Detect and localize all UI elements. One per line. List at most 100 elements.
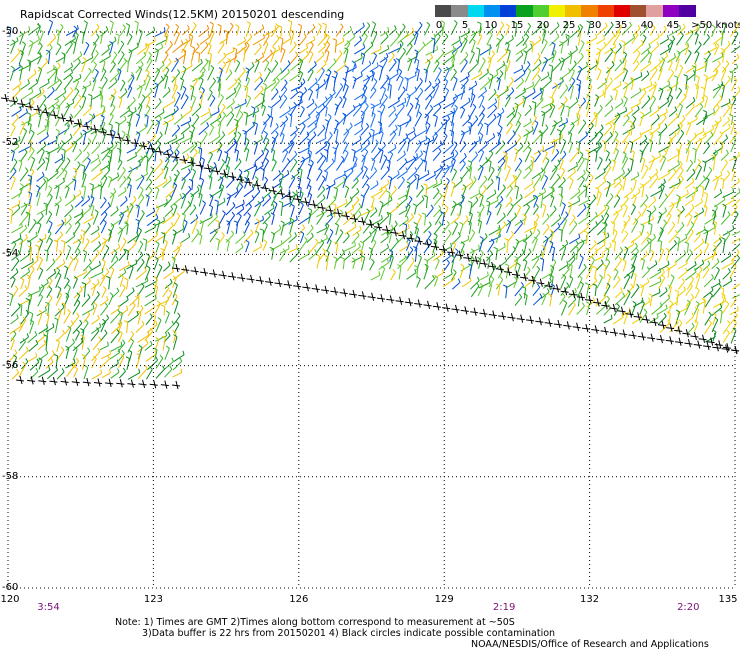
wind-barb	[371, 55, 378, 65]
wind-barb	[100, 305, 108, 316]
wind-barb-feather	[611, 61, 615, 66]
wind-barb-feather	[155, 241, 160, 245]
wind-barb-feather	[727, 75, 731, 80]
wind-barb-feather	[461, 84, 466, 88]
wind-barb-feather	[26, 274, 31, 278]
wind-barb	[135, 22, 139, 36]
wind-barb-feather	[99, 90, 102, 95]
wind-barb	[290, 61, 302, 71]
wind-barb	[514, 258, 519, 271]
wind-barb-feather	[352, 76, 357, 80]
wind-barb	[450, 22, 458, 36]
wind-barb-feather	[255, 230, 260, 234]
wind-barb-feather	[37, 23, 41, 27]
wind-barb-feather	[428, 230, 432, 235]
wind-barb-feather	[155, 320, 158, 325]
wind-barb-feather	[130, 330, 135, 335]
wind-barb	[459, 266, 465, 279]
wind-barb-feather	[451, 52, 455, 57]
wind-barb	[208, 32, 215, 45]
wind-barb	[462, 280, 472, 288]
wind-barb	[280, 202, 284, 217]
wind-barb	[135, 64, 144, 74]
wind-barb-feather	[537, 229, 541, 233]
wind-barb-feather	[500, 33, 504, 38]
wind-barb-feather	[595, 221, 598, 226]
wind-barb	[649, 109, 660, 117]
wind-barb	[207, 92, 213, 101]
wind-barb	[504, 168, 511, 182]
wind-barb	[72, 278, 78, 289]
wind-barb-feather	[123, 248, 127, 253]
wind-barb	[73, 97, 82, 109]
wind-barb-feather	[202, 66, 206, 71]
wind-barb	[730, 257, 740, 270]
wind-barb	[110, 332, 120, 344]
wind-barb-feather	[540, 110, 546, 114]
wind-barb-feather	[124, 196, 128, 201]
wind-barb	[711, 261, 720, 270]
wind-barb-feather	[206, 122, 210, 127]
wind-barb-feather	[533, 114, 537, 119]
wind-barb-feather	[520, 193, 523, 199]
wind-barb-feather	[180, 113, 183, 118]
wind-barb	[621, 158, 629, 170]
wind-barb	[316, 106, 326, 117]
wind-barb	[63, 72, 73, 81]
wind-barb-feather	[233, 220, 238, 223]
wind-barb	[297, 159, 306, 172]
wind-barb	[668, 41, 674, 53]
wind-barb	[603, 125, 613, 136]
wind-barb-feather	[20, 277, 25, 281]
wind-barb	[336, 116, 346, 127]
wind-barb-feather	[538, 130, 543, 134]
wind-barb	[424, 161, 427, 172]
wind-barb-feather	[441, 250, 444, 255]
wind-barb	[72, 125, 82, 137]
wind-barb	[56, 31, 60, 45]
wind-barb	[730, 139, 737, 153]
wind-barb	[587, 51, 591, 64]
wind-barb	[604, 24, 614, 37]
wind-barb-feather	[19, 49, 24, 54]
wind-barb	[74, 81, 80, 91]
wind-barb	[11, 117, 19, 126]
wind-barb	[712, 156, 716, 170]
wind-barb-feather	[188, 168, 191, 173]
wind-barb	[559, 196, 564, 207]
wind-barb	[351, 234, 360, 245]
wind-barb-feather	[711, 209, 716, 213]
wind-barb	[64, 179, 76, 189]
wind-barb	[675, 163, 683, 173]
wind-barb-feather	[718, 141, 723, 144]
wind-barb	[586, 66, 591, 81]
wind-barb	[558, 130, 562, 145]
wind-barb-feather	[665, 266, 670, 269]
wind-barb-feather	[702, 175, 706, 180]
wind-barb-feather	[512, 174, 517, 178]
wind-barb	[477, 36, 483, 45]
wind-barb-feather	[312, 23, 316, 29]
wind-barb	[28, 42, 34, 56]
wind-barb-feather	[627, 289, 631, 294]
wind-barb-feather	[186, 153, 190, 158]
wind-barb	[65, 342, 75, 351]
wind-barb-feather	[163, 74, 168, 78]
wind-barb-feather	[110, 266, 115, 270]
wind-barb	[38, 269, 44, 280]
wind-barb	[667, 88, 673, 100]
wind-barb-feather	[243, 111, 248, 114]
wind-barb-feather	[273, 158, 277, 163]
wind-barb	[425, 116, 430, 126]
wind-barb-feather	[703, 204, 708, 208]
wind-barb-feather	[421, 212, 426, 215]
wind-barb-feather	[163, 27, 166, 32]
wind-barb	[729, 310, 739, 316]
wind-barb	[54, 181, 65, 190]
wind-barb-feather	[444, 33, 449, 37]
wind-barb	[144, 298, 157, 307]
wind-barb-feather	[680, 166, 684, 171]
wind-barb-feather	[35, 78, 39, 84]
wind-barb	[290, 92, 299, 100]
wind-barb-feather	[183, 219, 188, 223]
